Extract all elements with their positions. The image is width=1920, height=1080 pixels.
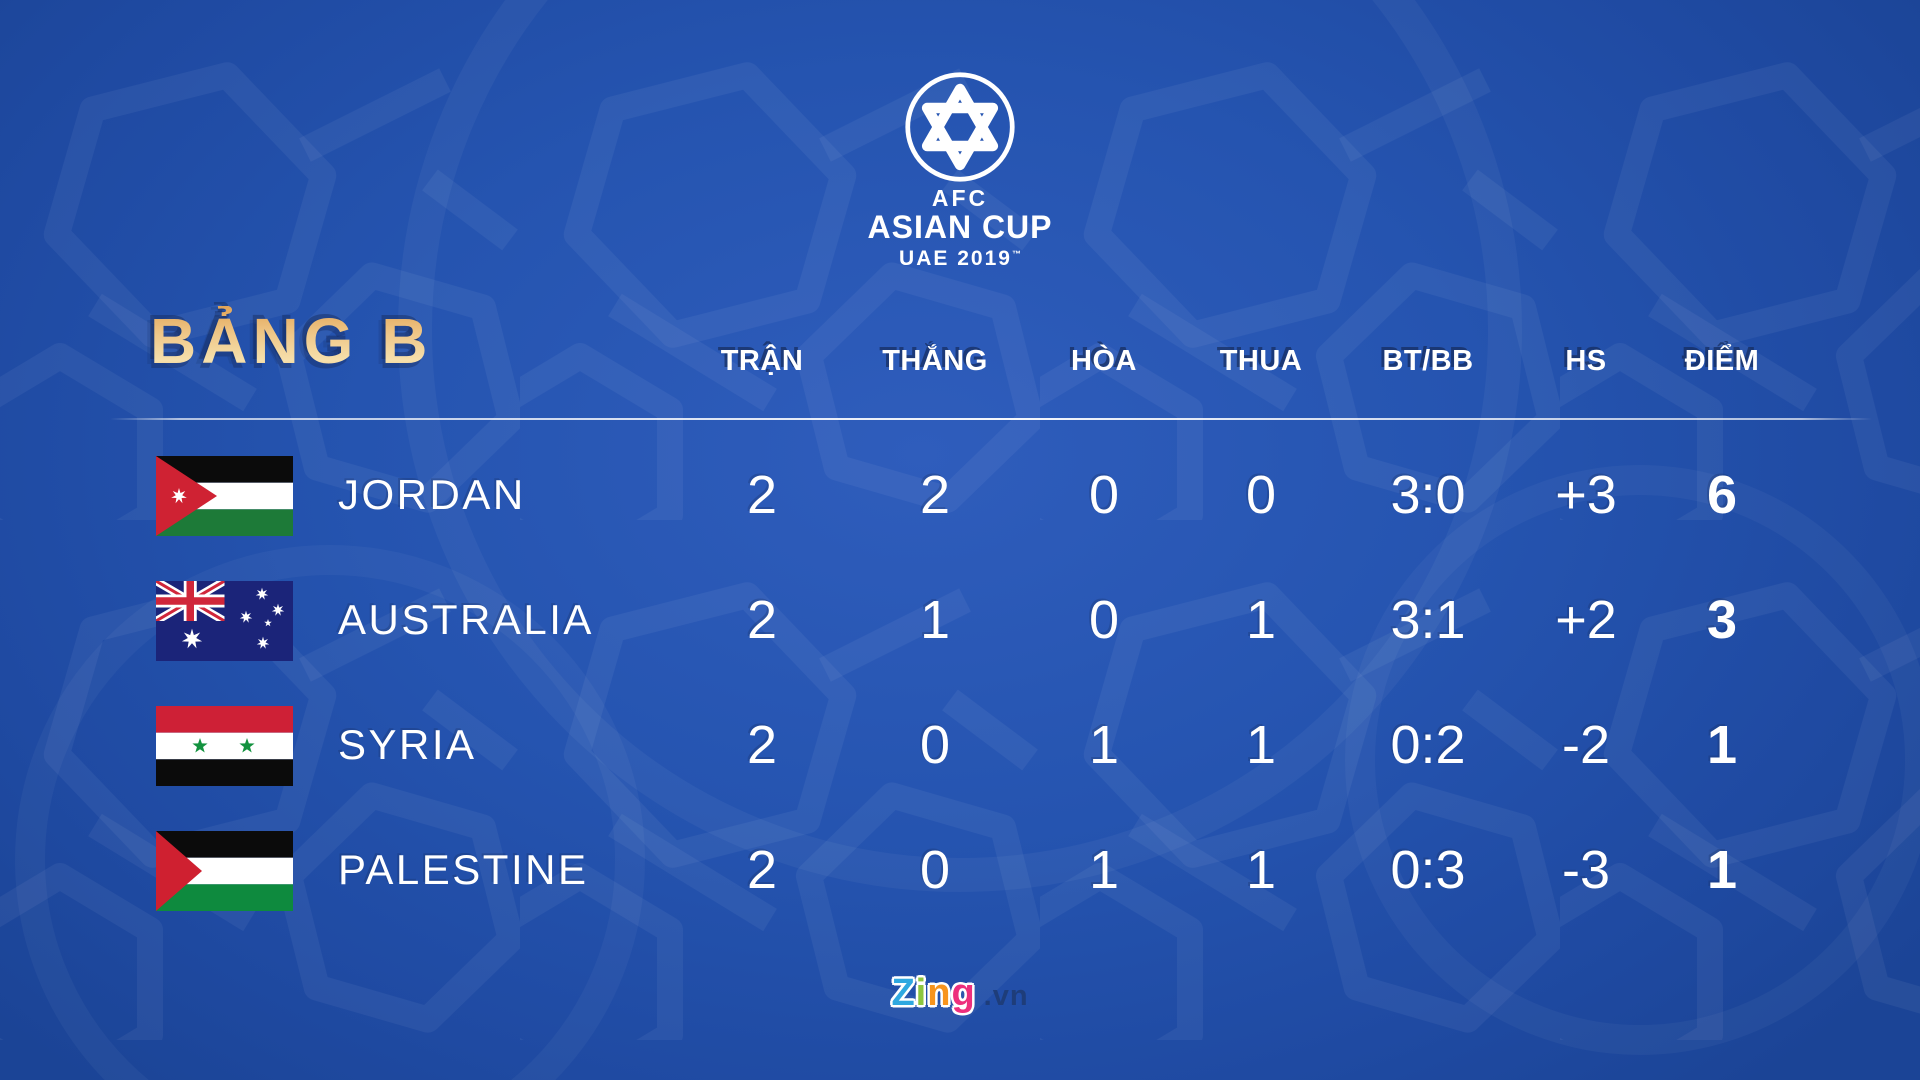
- zing-domain-suffix: .vn: [983, 980, 1029, 1012]
- zing-letter: i: [915, 972, 928, 1014]
- points-cell: 1: [1706, 715, 1738, 775]
- stat-cell: 3:0: [1390, 465, 1466, 525]
- stat-cell: 1: [919, 590, 951, 650]
- federation-label: AFC: [931, 185, 989, 211]
- group-title: BẢNG B: [150, 305, 433, 377]
- column-header-goals: BT/BB: [1382, 345, 1474, 377]
- stat-cell: 1: [1245, 590, 1277, 650]
- stat-cell: 0:3: [1390, 840, 1466, 900]
- tournament-edition: UAE 2019™: [0, 243, 1920, 270]
- column-header-goaldiff: HS: [1565, 345, 1607, 377]
- column-header-played: TRẬN: [720, 345, 804, 377]
- stat-cell: 3:1: [1390, 590, 1466, 650]
- jordan-flag-icon: [156, 456, 293, 536]
- points-cell: 6: [1706, 465, 1738, 525]
- stat-cell: 0: [1088, 465, 1120, 525]
- stat-cell: 0: [919, 840, 951, 900]
- stat-cell: 1: [1245, 840, 1277, 900]
- stat-cell: 0:2: [1390, 715, 1466, 775]
- stat-cell: 1: [1245, 715, 1277, 775]
- stat-cell: 2: [746, 840, 778, 900]
- points-cell: 1: [1706, 840, 1738, 900]
- tournament-name: ASIAN CUP: [867, 209, 1053, 245]
- zing-letter: n: [927, 972, 952, 1014]
- column-header-won: THẮNG: [882, 345, 988, 377]
- australia-flag-icon: [156, 581, 293, 661]
- team-name: SYRIA: [338, 721, 477, 768]
- stat-cell: 0: [1088, 590, 1120, 650]
- syria-flag-icon: [156, 706, 293, 786]
- team-name: PALESTINE: [338, 846, 589, 893]
- stat-cell: 2: [919, 465, 951, 525]
- stat-cell: 1: [1088, 840, 1120, 900]
- team-name: JORDAN: [338, 471, 526, 518]
- stat-cell: -2: [1561, 715, 1610, 775]
- zing-watermark: Z i n g .vn: [0, 968, 1920, 1024]
- edition-text: UAE 2019: [899, 247, 1012, 270]
- stat-cell: 0: [1245, 465, 1277, 525]
- stat-cell: +3: [1555, 465, 1617, 525]
- points-cell: 3: [1706, 590, 1738, 650]
- stat-cell: 0: [919, 715, 951, 775]
- stat-cell: 2: [746, 465, 778, 525]
- zing-letter: Z: [891, 972, 916, 1014]
- team-name: AUSTRALIA: [338, 596, 594, 643]
- zing-letter: g: [951, 972, 976, 1014]
- column-header-points: ĐIỂM: [1684, 345, 1760, 377]
- stat-cell: 2: [746, 715, 778, 775]
- stat-cell: 1: [1088, 715, 1120, 775]
- column-header-drawn: HÒA: [1071, 345, 1137, 377]
- stat-cell: 2: [746, 590, 778, 650]
- stat-cell: +2: [1555, 590, 1617, 650]
- header-divider-line: [110, 418, 1872, 420]
- stat-cell: -3: [1561, 840, 1610, 900]
- afc-ball-icon: [905, 72, 1015, 182]
- column-header-lost: THUA: [1219, 345, 1303, 377]
- trademark-symbol: ™: [1011, 249, 1021, 259]
- palestine-flag-icon: [156, 831, 293, 911]
